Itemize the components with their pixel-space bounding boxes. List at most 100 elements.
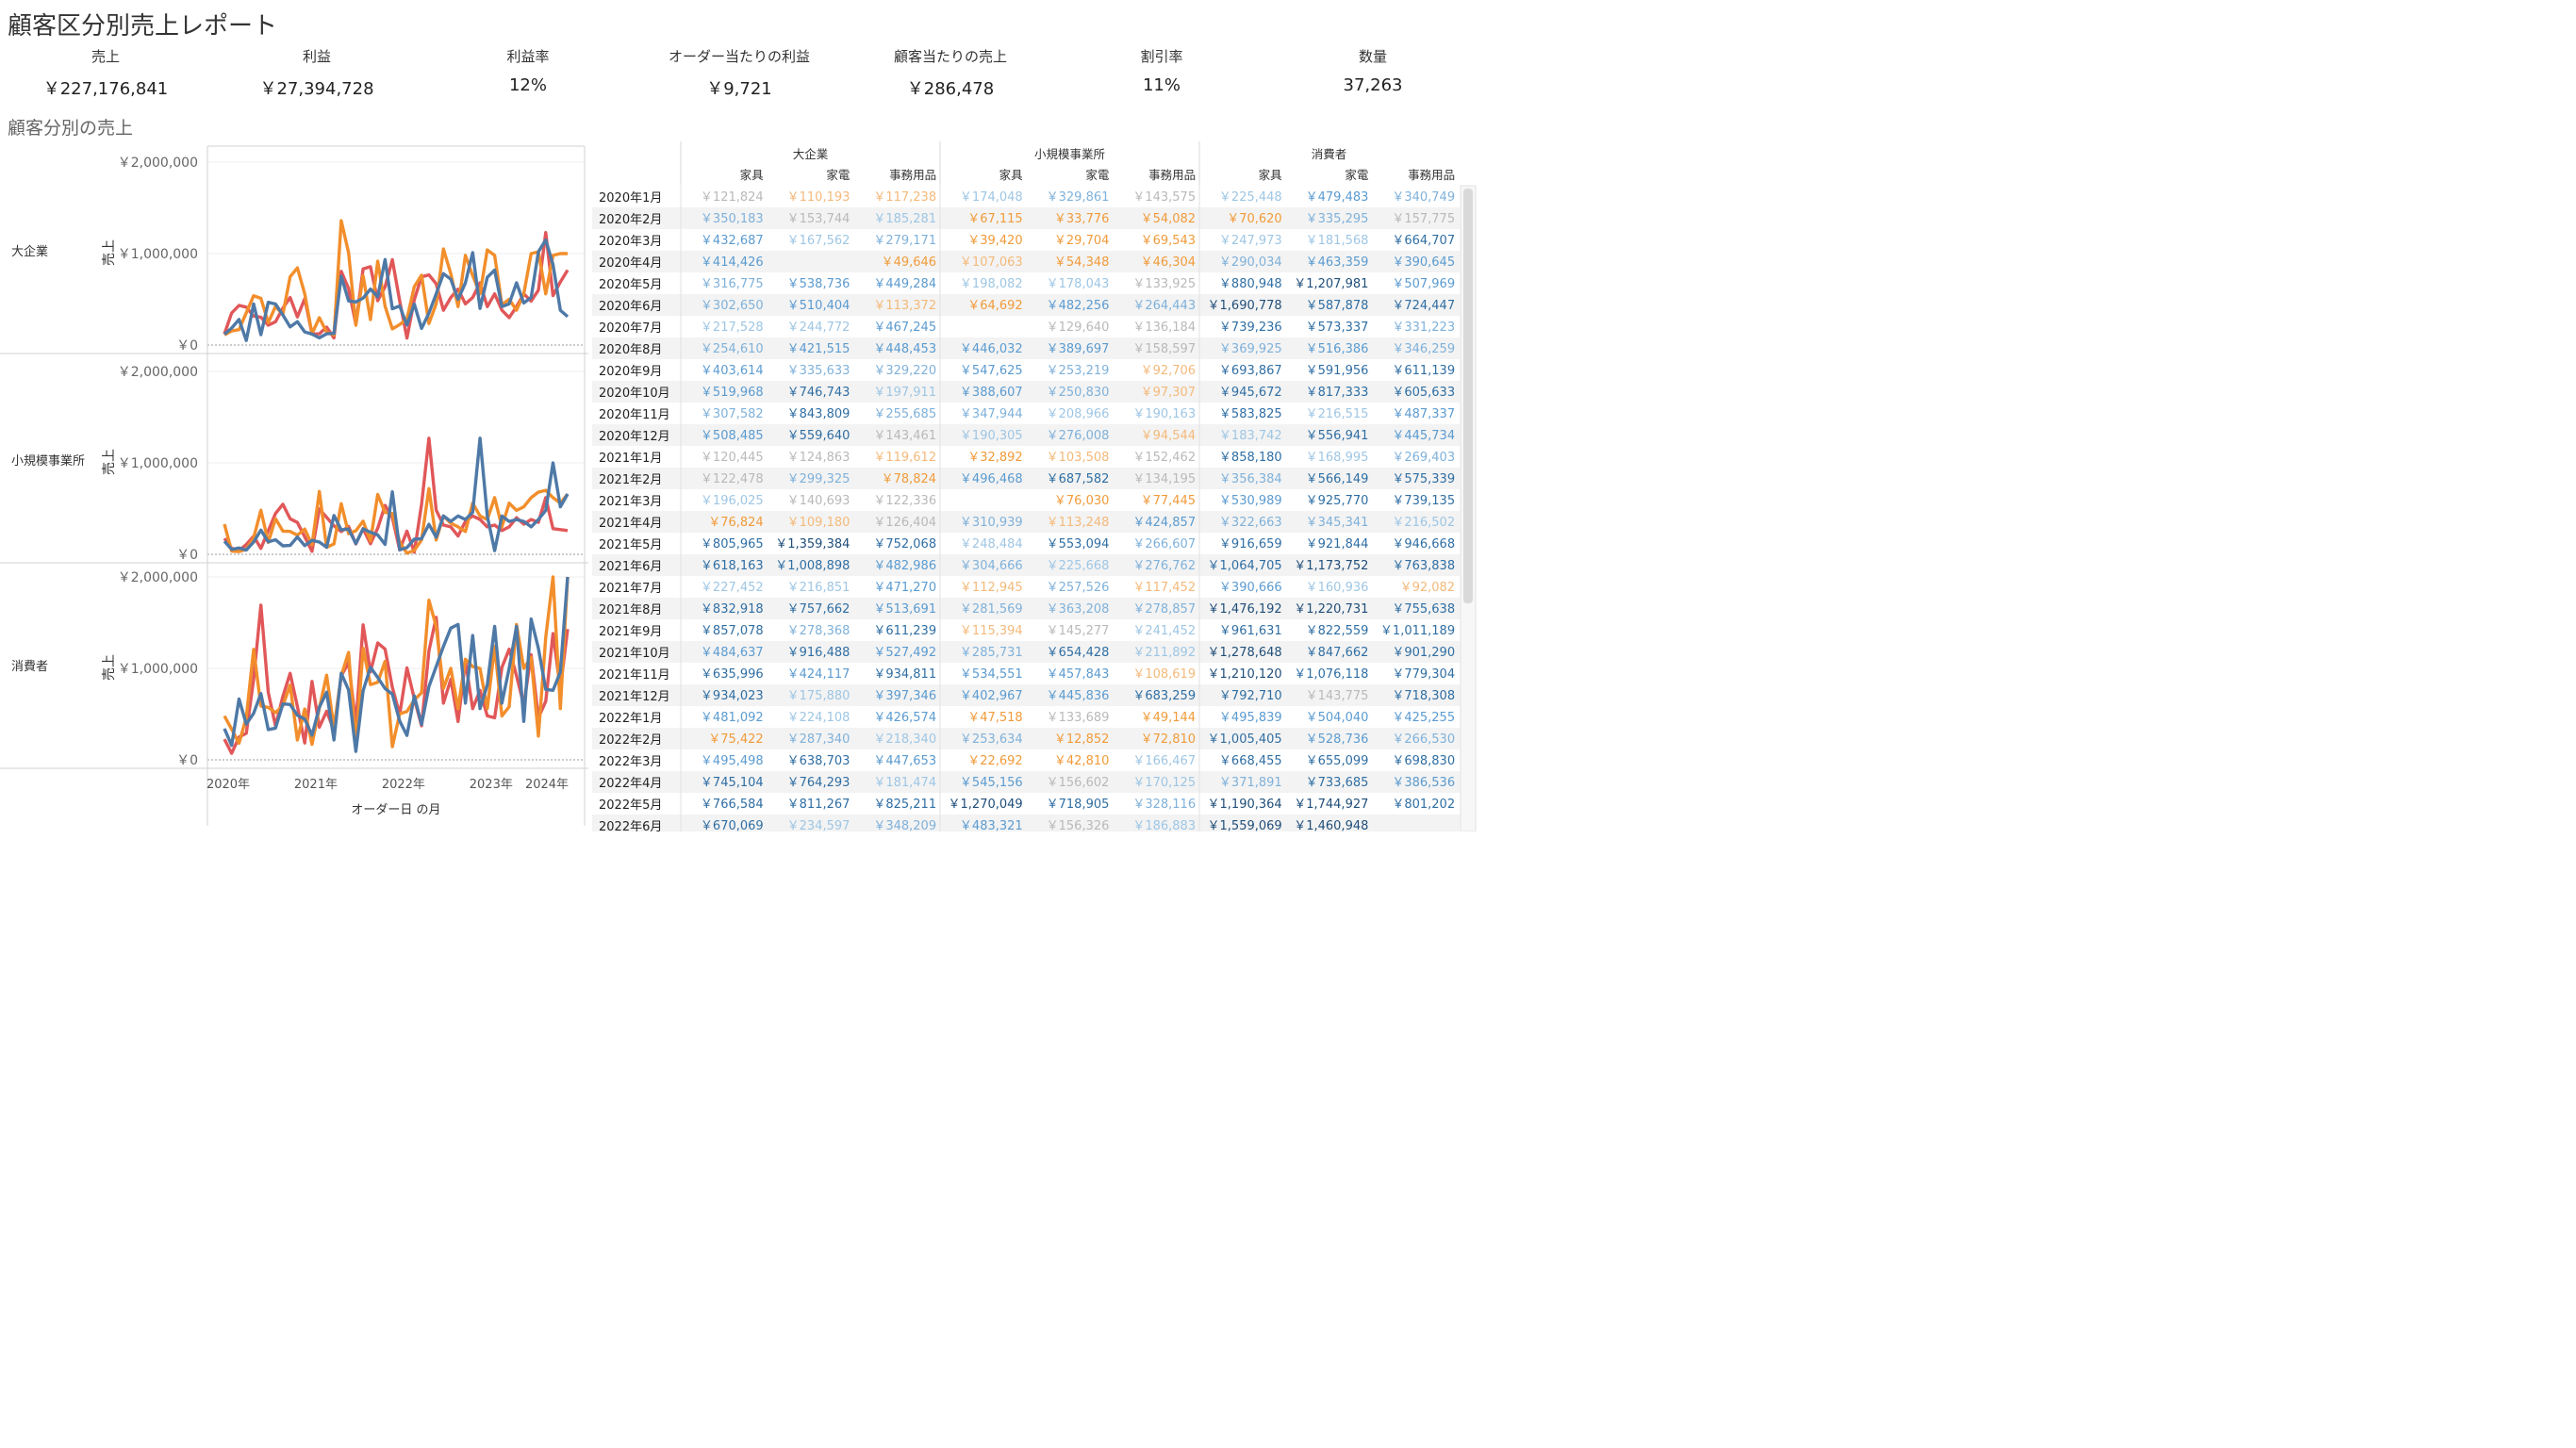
panel-label: 大企業 [11,244,48,259]
table-cell: ￥482,986 [873,559,936,573]
segment-line-charts: ￥0 ￥1,000,000 ￥2,000,000 大企業 売上 ￥0 ￥1,000,000 ￥… [0,141,588,831]
table-cell: ￥566,149 [1306,472,1369,486]
table-cell: ￥94,544 [1141,429,1197,443]
table-cell: ￥1,476,192 [1208,602,1282,617]
kpi-profit-per-order: オーダー当たりの利益 ￥9,721 [634,45,845,100]
table-cell: ￥363,208 [1047,602,1110,617]
table-cell: ￥1,005,405 [1208,732,1282,747]
segment-header: 大企業 [793,147,829,161]
table-cell: ￥424,117 [787,667,850,682]
table-cell: ￥54,348 [1054,255,1110,270]
table-cell: ￥1,207,981 [1294,277,1368,291]
table-cell: ￥1,008,898 [775,559,850,573]
table-cell: ￥757,662 [787,602,850,617]
table-cell: ￥110,193 [787,190,850,205]
kpi-label: 顧客当たりの売上 [893,48,1007,65]
table-cell: ￥345,341 [1306,516,1369,530]
table-cell: ￥858,180 [1219,451,1282,465]
table-cell: ￥47,518 [967,711,1023,725]
row-band [592,251,1460,272]
row-band [592,468,1460,489]
table-cell: ￥484,637 [701,646,764,660]
page-title: 顧客区分別売上レポート [8,12,278,41]
row-month-label: 2021年7月 [599,582,662,596]
table-cell: ￥175,880 [787,689,850,703]
category-header: 事務用品 [1408,168,1455,182]
table-cell: ￥880,948 [1219,277,1282,291]
table-cell: ￥346,259 [1392,342,1455,356]
table-cell: ￥1,220,731 [1294,602,1368,617]
table-cell: ￥388,607 [960,386,1023,400]
table-cell: ￥755,638 [1392,602,1455,617]
table-cell: ￥64,692 [967,299,1023,313]
table-cell: ￥467,245 [873,321,936,335]
kpi-label: 数量 [1358,48,1387,65]
table-cell: ￥92,082 [1400,581,1456,595]
row-band [592,424,1460,446]
kpi-value: 11% [1142,75,1181,95]
table-cell: ￥103,508 [1047,451,1110,465]
table-cell: ￥752,068 [873,537,936,551]
row-month-label: 2021年12月 [599,690,670,704]
table-cell: ￥234,597 [787,819,850,831]
x-tick-label: 2022年 [382,778,425,792]
chart-section-title: 顧客分別の売上 [8,118,134,139]
table-cell: ￥805,965 [701,537,764,551]
row-band [592,684,1460,706]
category-header: 家具 [740,168,765,182]
row-month-label: 2020年3月 [599,235,662,249]
table-cell: ￥92,706 [1141,364,1197,378]
table-cell: ￥133,925 [1132,277,1196,291]
table-cell: ￥190,163 [1132,407,1196,421]
table-cell: ￥414,426 [701,255,764,270]
row-band [592,554,1460,576]
kpi-value: ￥227,176,841 [42,79,169,99]
row-month-label: 2020年7月 [599,321,662,336]
table-cell: ￥290,034 [1219,255,1282,270]
table-cell: ￥508,485 [701,429,764,443]
table-cell: ￥133,689 [1047,711,1110,725]
kpi-label: オーダー当たりの利益 [668,48,810,65]
table-cell: ￥115,394 [960,624,1023,638]
kpi-label: 割引率 [1140,48,1183,65]
table-cell: ￥587,878 [1306,299,1369,313]
table-cell: ￥857,078 [701,624,764,638]
row-month-label: 2020年5月 [599,278,662,292]
row-band [592,641,1460,663]
table-cell: ￥779,304 [1392,667,1455,682]
scrollbar-thumb[interactable] [1463,189,1473,603]
table-cell: ￥208,966 [1047,407,1110,421]
table-cell: ￥448,453 [873,342,936,356]
table-cell: ￥670,069 [701,819,764,831]
kpi-label: 利益率 [506,48,550,65]
table-cell: ￥559,640 [787,429,850,443]
table-cell: ￥386,536 [1392,776,1455,790]
table-cell: ￥390,666 [1219,581,1282,595]
table-cell: ￥528,736 [1306,732,1369,747]
table-cell: ￥426,574 [873,711,936,725]
category-header: 家具 [999,168,1024,182]
table-cell: ￥530,989 [1219,494,1282,508]
table-cell: ￥158,597 [1132,342,1196,356]
table-cell: ￥196,025 [701,494,764,508]
table-cell: ￥1,173,752 [1294,559,1368,573]
table-cell: ￥121,824 [701,190,764,205]
row-month-label: 2020年4月 [599,256,662,271]
table-cell: ￥120,445 [701,451,764,465]
table-cell: ￥335,633 [787,364,850,378]
table-cell: ￥449,284 [873,277,936,291]
panel-label: 小規模事業所 [11,453,85,469]
table-cell: ￥507,969 [1392,277,1455,291]
table-cell: ￥113,372 [873,299,936,313]
table-cell: ￥371,891 [1219,776,1282,790]
y-tick-label: ￥0 [176,338,198,354]
sales-crosstab: 大企業 小規模事業所 消費者 家具 家電 事務用品 家具 家電 事務用品 家具 家電 事務用品 2020… [592,141,1478,831]
y-tick-label: ￥2,000,000 [118,570,198,585]
table-cell: ￥733,685 [1306,776,1369,790]
row-month-label: 2020年1月 [599,191,662,206]
x-tick-label: 2020年 [206,778,250,792]
row-band [592,728,1460,749]
table-cell: ￥69,543 [1141,234,1197,248]
